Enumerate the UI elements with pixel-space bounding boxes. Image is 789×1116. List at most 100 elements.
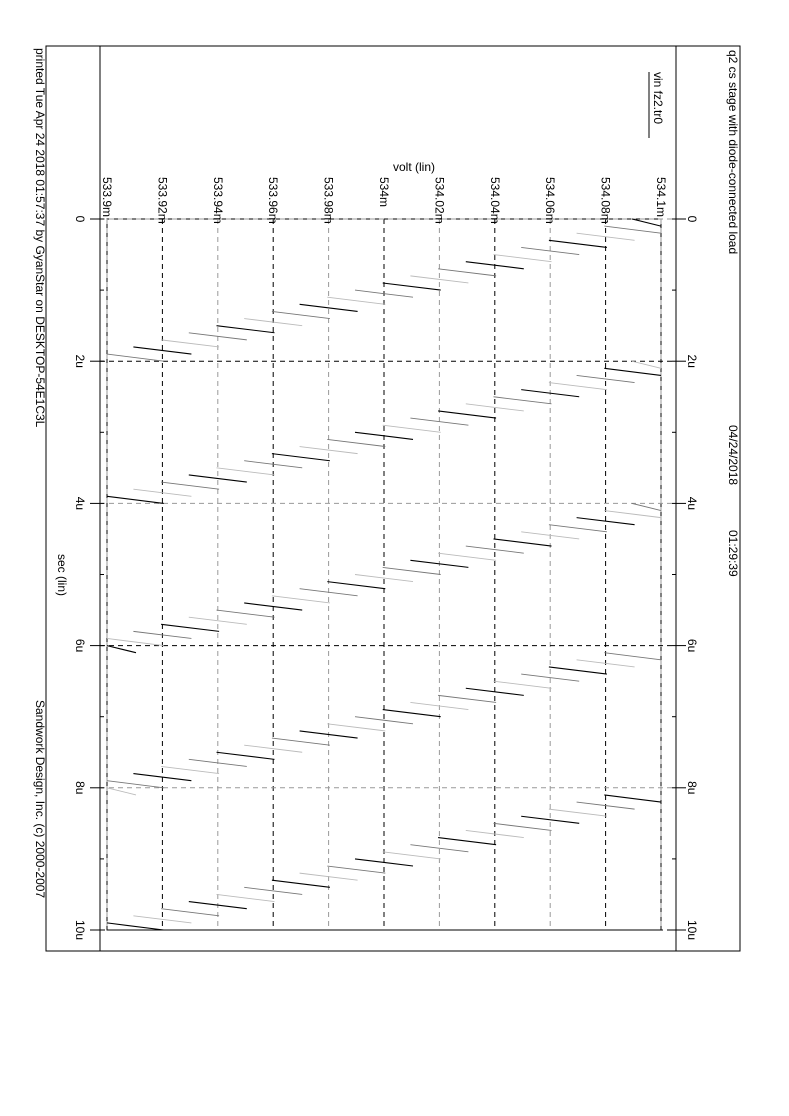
waveform-step bbox=[161, 908, 220, 917]
waveform-step bbox=[327, 581, 386, 590]
chart-date: 04/24/2018 bbox=[726, 425, 740, 485]
waveform-step bbox=[188, 332, 247, 341]
waveform-step bbox=[161, 339, 220, 348]
waveform-step bbox=[438, 268, 497, 277]
x-tick-label-left: 4u bbox=[73, 497, 87, 510]
waveform-step bbox=[438, 410, 497, 419]
x-tick-label-right: 0 bbox=[685, 216, 699, 223]
x-tick-label-right: 6u bbox=[685, 639, 699, 652]
waveform-step bbox=[521, 246, 580, 255]
x-tick-label-right: 4u bbox=[685, 497, 699, 510]
waveform-step bbox=[161, 481, 220, 490]
waveform-step bbox=[133, 915, 192, 924]
y-tick-label: 533.96m bbox=[266, 177, 280, 224]
waveform-step bbox=[493, 822, 552, 831]
waveform-step bbox=[299, 446, 358, 455]
y-tick-label: 534.02m bbox=[432, 177, 446, 224]
waveform-step bbox=[576, 659, 635, 668]
waveform-step bbox=[244, 460, 303, 469]
waveform-step bbox=[133, 488, 192, 497]
x-tick-label-right: 10u bbox=[685, 920, 699, 940]
waveform-step bbox=[410, 844, 469, 853]
waveform-step bbox=[106, 638, 164, 647]
waveform-step bbox=[354, 858, 414, 867]
waveform-step bbox=[271, 595, 330, 604]
waveform-step bbox=[216, 894, 275, 903]
waveform-step bbox=[465, 687, 524, 696]
waveform-step bbox=[604, 794, 662, 803]
grid bbox=[90, 218, 686, 931]
waveform-step bbox=[576, 374, 635, 383]
waveform-step bbox=[106, 922, 164, 931]
y-tick-label: 534.06m bbox=[543, 177, 557, 224]
waveform-step bbox=[438, 694, 497, 703]
waveform-step bbox=[548, 239, 607, 248]
waveform-step bbox=[354, 289, 414, 298]
waveform-step bbox=[604, 510, 662, 519]
waveform-step bbox=[521, 531, 580, 540]
waveform-step bbox=[493, 680, 552, 689]
waveform-step bbox=[382, 851, 441, 860]
plot-area bbox=[106, 218, 662, 931]
waveform-step bbox=[244, 886, 303, 895]
chart-title: q2 cs stage with diode-connected load bbox=[726, 50, 740, 254]
y-tick-label: 534.04m bbox=[488, 177, 502, 224]
waveform-step bbox=[354, 574, 414, 583]
waveform-step bbox=[161, 623, 220, 632]
y-tick-label: 534.1m bbox=[654, 177, 668, 217]
waveform-step bbox=[271, 453, 330, 462]
y-tick-label: 533.92m bbox=[155, 177, 169, 224]
waveform-step bbox=[604, 652, 662, 661]
waveform-step bbox=[521, 389, 580, 398]
waveform-step bbox=[576, 232, 635, 241]
waveform-step bbox=[438, 837, 497, 846]
waveform-step bbox=[133, 773, 192, 782]
waveform-step bbox=[465, 403, 524, 412]
waveform-step bbox=[327, 723, 386, 732]
waveform-step bbox=[106, 495, 164, 504]
y-tick-label: 533.98m bbox=[322, 177, 336, 224]
waveform-step bbox=[493, 396, 552, 405]
waveform-step bbox=[548, 382, 607, 391]
waveform-step bbox=[188, 901, 247, 910]
x-axis-label: sec (lin) bbox=[55, 554, 69, 596]
waveform-step bbox=[493, 254, 552, 263]
waveform-step bbox=[521, 673, 580, 682]
waveform-step bbox=[631, 502, 662, 511]
waveform-step bbox=[548, 666, 607, 675]
waveform-step bbox=[410, 275, 469, 284]
waveform-step bbox=[216, 609, 275, 618]
waveform-step bbox=[521, 815, 580, 824]
waveform-step bbox=[133, 346, 192, 355]
waveform-step bbox=[106, 645, 137, 654]
copyright: Sandwork Design, Inc. (c) 2000-2007 bbox=[33, 700, 47, 898]
x-tick-label-left: 8u bbox=[73, 781, 87, 794]
waveform-step bbox=[106, 787, 137, 796]
waveform-step bbox=[465, 830, 524, 839]
waveform-step bbox=[354, 716, 414, 725]
y-tick-label: 534.08m bbox=[599, 177, 613, 224]
x-tick-label-left: 6u bbox=[73, 639, 87, 652]
x-tick-label-right: 8u bbox=[685, 781, 699, 794]
waveform-step bbox=[271, 310, 330, 319]
waveform-step bbox=[327, 438, 386, 447]
x-tick-label-left: 0 bbox=[73, 216, 87, 223]
y-tick-label: 534m bbox=[377, 177, 391, 207]
waveform-step bbox=[106, 780, 164, 789]
page-frame bbox=[45, 45, 741, 952]
waveform-step bbox=[604, 367, 662, 376]
waveform-step bbox=[299, 872, 358, 881]
x-tick-label-right: 2u bbox=[685, 355, 699, 368]
waveform-step bbox=[188, 616, 247, 625]
waveform-step bbox=[299, 730, 358, 739]
waveform-step bbox=[216, 467, 275, 476]
waveform-step bbox=[133, 630, 192, 639]
waveform-step bbox=[576, 801, 635, 810]
waveform-step bbox=[188, 758, 247, 767]
waveform-step bbox=[382, 566, 441, 575]
waveform-step bbox=[327, 296, 386, 305]
waveform-step bbox=[354, 431, 414, 440]
x-tick-label-left: 2u bbox=[73, 355, 87, 368]
waveform-step bbox=[244, 744, 303, 753]
